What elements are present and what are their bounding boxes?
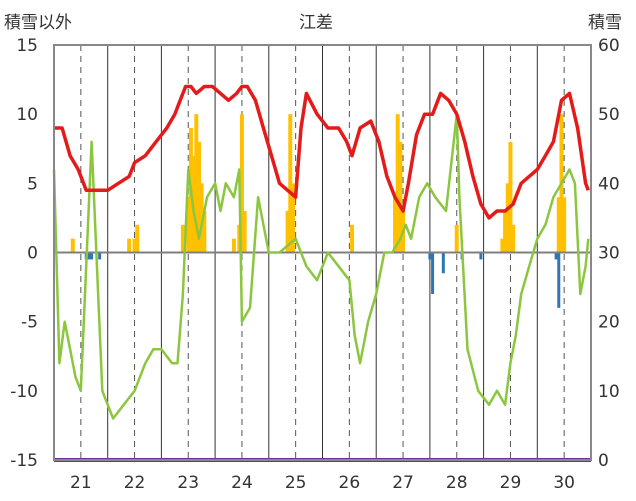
x-tick-label: 30 xyxy=(553,473,575,493)
left-tick-label: 0 xyxy=(27,244,38,264)
blue-bar xyxy=(479,252,483,260)
orange-bar xyxy=(395,114,400,253)
orange-bar xyxy=(503,211,508,253)
right-tick-label: 10 xyxy=(598,382,620,402)
left-tick-label: 10 xyxy=(16,105,38,125)
left-tick-label: 5 xyxy=(27,174,38,194)
orange-bar xyxy=(202,211,207,253)
orange-bar xyxy=(562,197,567,253)
left-tick-label: -10 xyxy=(10,382,38,402)
blue-bar xyxy=(90,252,94,260)
orange-bar xyxy=(127,238,132,253)
x-tick-label: 23 xyxy=(177,473,199,493)
orange-bar xyxy=(180,224,185,253)
right-tick-label: 20 xyxy=(598,313,620,333)
orange-bar xyxy=(239,114,244,253)
orange-bar xyxy=(288,114,293,253)
orange-bar xyxy=(70,238,75,253)
orange-bar xyxy=(196,141,201,253)
orange-bar xyxy=(454,224,459,253)
orange-bar xyxy=(500,238,505,253)
orange-bar xyxy=(350,224,355,253)
x-tick-label: 26 xyxy=(339,473,361,493)
orange-bar xyxy=(556,197,561,253)
green-series-line xyxy=(52,112,590,420)
chart-title: 江差 xyxy=(299,13,333,33)
x-axis-ticks: 21 22 23 24 25 26 27 28 29 30 xyxy=(70,473,575,493)
blue-bar xyxy=(441,252,445,274)
x-tick-label: 29 xyxy=(500,473,522,493)
orange-bar xyxy=(132,238,137,253)
right-tick-label: 40 xyxy=(598,174,620,194)
blue-bar xyxy=(431,252,435,294)
orange-bar xyxy=(505,183,510,253)
orange-bar xyxy=(511,224,516,253)
blue-bar xyxy=(557,252,561,308)
blue-bar xyxy=(87,252,91,260)
right-tick-label: 60 xyxy=(598,36,620,56)
orange-bar xyxy=(186,197,191,253)
x-tick-label: 24 xyxy=(231,473,253,493)
right-tick-label: 50 xyxy=(598,105,620,125)
left-tick-label: -5 xyxy=(21,313,38,333)
orange-bar xyxy=(231,238,236,253)
blue-bar xyxy=(554,252,558,260)
right-axis-title: 積雪 xyxy=(588,13,622,33)
blue-bar xyxy=(428,252,432,260)
blue-bar xyxy=(98,252,102,260)
orange-bar xyxy=(135,224,140,253)
orange-bar xyxy=(508,141,513,253)
left-axis-ticks: 15 10 5 0 -5 -10 -15 xyxy=(10,36,38,471)
left-tick-label: 15 xyxy=(16,36,38,56)
orange-bar xyxy=(242,211,247,253)
x-tick-label: 25 xyxy=(285,473,307,493)
right-tick-label: 0 xyxy=(598,451,609,471)
x-tick-label: 22 xyxy=(124,473,146,493)
left-tick-label: -15 xyxy=(10,451,38,471)
orange-bar xyxy=(194,114,199,253)
x-tick-label: 27 xyxy=(392,473,414,493)
right-axis-ticks: 60 50 40 30 20 10 0 xyxy=(598,36,620,471)
x-tick-label: 21 xyxy=(70,473,92,493)
plot-border xyxy=(53,44,592,461)
red-series-line xyxy=(54,84,590,220)
orange-bar xyxy=(398,141,403,253)
right-tick-label: 30 xyxy=(598,244,620,264)
orange-bar xyxy=(290,183,295,253)
left-axis-title: 積雪以外 xyxy=(4,13,72,33)
orange-bar xyxy=(285,211,290,253)
orange-bar xyxy=(199,183,204,253)
x-tick-label: 28 xyxy=(446,473,468,493)
orange-bar xyxy=(392,197,397,253)
